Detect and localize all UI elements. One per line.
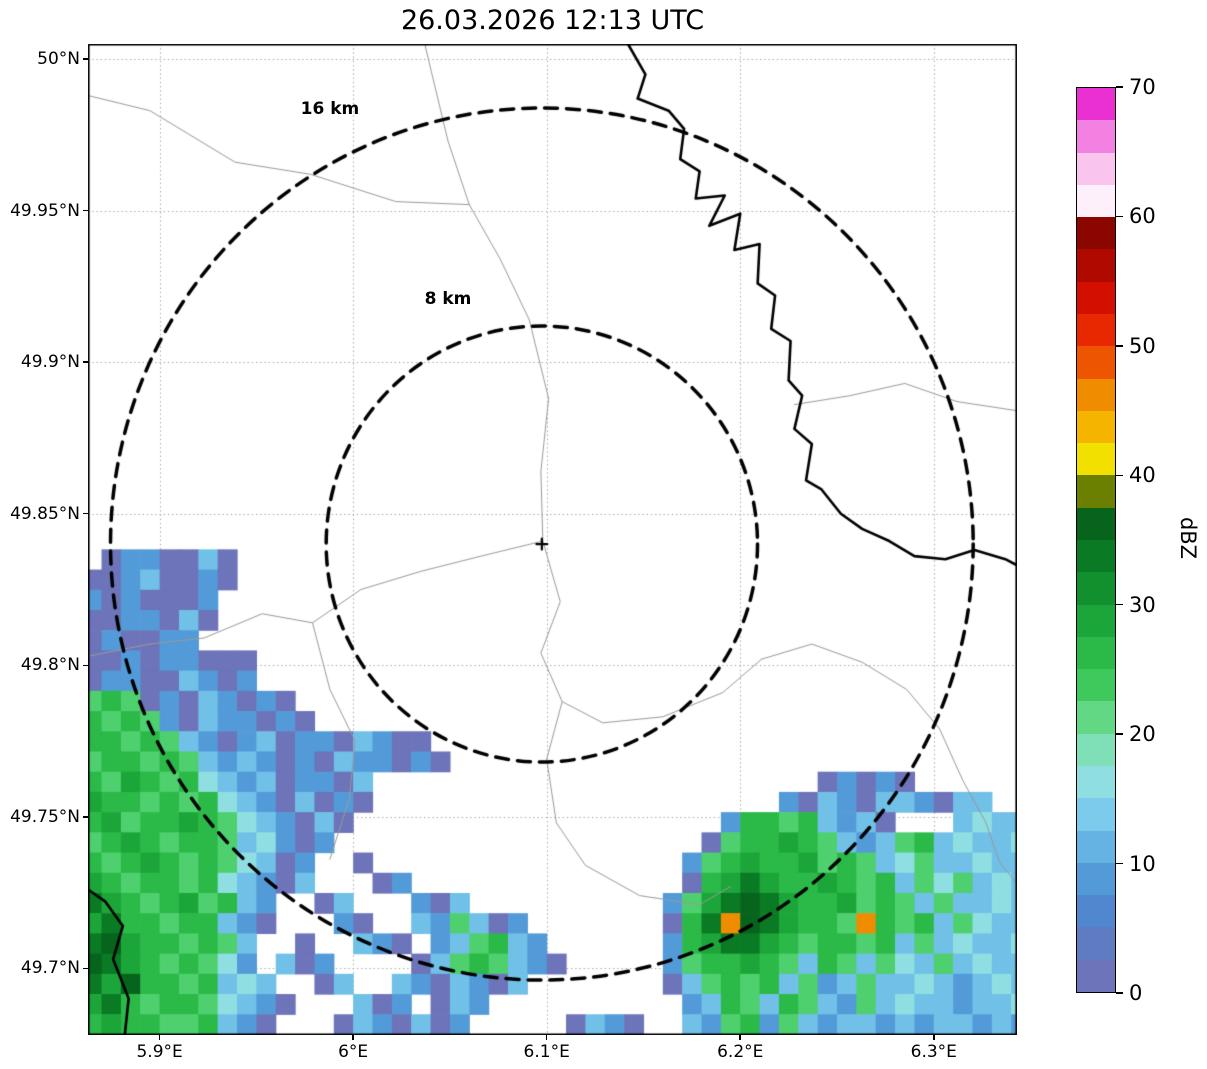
colorbar <box>1076 87 1116 993</box>
colorbar-segment <box>1077 345 1115 379</box>
colorbar-segment <box>1077 733 1115 766</box>
y-tick-label: 49.95°N <box>10 200 80 221</box>
y-tick-label: 49.85°N <box>10 503 80 524</box>
colorbar-tick-label: 20 <box>1129 722 1156 747</box>
colorbar-tick-mark <box>1116 603 1123 606</box>
colorbar-tick-label: 0 <box>1129 981 1143 1005</box>
y-tick-label: 49.8°N <box>20 655 80 676</box>
y-tick-mark <box>83 816 88 818</box>
colorbar-segment <box>1077 410 1115 444</box>
x-tick-label: 5.9°E <box>136 1042 183 1062</box>
y-tick-label: 49.9°N <box>20 352 80 373</box>
colorbar-segment <box>1077 216 1115 250</box>
colorbar-segment <box>1077 474 1115 508</box>
colorbar-tick-mark <box>1116 992 1123 994</box>
x-tick-label: 6.1°E <box>523 1042 570 1062</box>
colorbar-segment <box>1077 87 1115 121</box>
radar-map-canvas <box>88 44 1017 1035</box>
colorbar-segment <box>1077 281 1115 314</box>
colorbar-segment <box>1077 184 1115 218</box>
colorbar-segment <box>1077 313 1115 347</box>
colorbar-segment <box>1077 765 1115 799</box>
y-tick-label: 49.75°N <box>10 806 80 827</box>
x-tick-mark <box>158 1035 161 1040</box>
colorbar-tick-label: 40 <box>1129 463 1156 488</box>
colorbar-tick-label: 70 <box>1129 75 1156 99</box>
colorbar-segment <box>1077 248 1115 282</box>
x-tick-label: 6°E <box>338 1042 369 1062</box>
colorbar-tick-mark <box>1116 474 1123 477</box>
x-tick-label: 6.3°E <box>910 1042 957 1062</box>
x-tick-mark <box>352 1035 354 1040</box>
page-title: 26.03.2026 12:13 UTC <box>400 5 705 36</box>
colorbar-segment <box>1077 604 1115 637</box>
colorbar-segment <box>1077 830 1115 863</box>
colorbar-segment <box>1077 636 1115 670</box>
colorbar-segment <box>1077 926 1115 960</box>
x-tick-mark <box>545 1035 548 1040</box>
colorbar-tick-mark <box>1116 215 1123 218</box>
y-tick-label: 50°N <box>37 49 80 70</box>
colorbar-tick-mark <box>1116 733 1123 735</box>
colorbar-segment <box>1077 668 1115 702</box>
colorbar-segment <box>1077 571 1115 605</box>
colorbar-segment <box>1077 442 1115 476</box>
y-tick-mark <box>83 209 88 212</box>
colorbar-segment <box>1077 797 1115 831</box>
y-tick-mark <box>83 361 88 363</box>
x-tick-mark <box>739 1035 741 1040</box>
colorbar-tick-label: 10 <box>1129 851 1156 876</box>
range-ring-label: 16 km <box>300 99 360 120</box>
colorbar-segment <box>1077 862 1115 896</box>
colorbar-axis-label: dBZ <box>1176 516 1200 560</box>
y-tick-label: 49.7°N <box>20 958 80 979</box>
colorbar-tick-mark <box>1116 345 1123 347</box>
colorbar-segment <box>1077 894 1115 928</box>
colorbar-segment <box>1077 378 1115 411</box>
colorbar-tick-label: 60 <box>1129 204 1156 229</box>
colorbar-tick-label: 50 <box>1129 333 1156 358</box>
colorbar-tick-mark <box>1116 862 1123 865</box>
colorbar-tick-mark <box>1116 86 1123 88</box>
y-tick-mark <box>83 664 88 667</box>
y-tick-mark <box>83 512 88 515</box>
colorbar-segment <box>1077 959 1115 992</box>
colorbar-segment <box>1077 539 1115 573</box>
colorbar-segment <box>1077 700 1115 734</box>
y-tick-mark <box>83 967 88 970</box>
y-tick-mark <box>83 58 88 60</box>
x-tick-mark <box>933 1035 935 1040</box>
colorbar-tick-label: 30 <box>1129 592 1156 617</box>
colorbar-segment <box>1077 119 1115 153</box>
colorbar-segment <box>1077 152 1115 185</box>
x-tick-label: 6.2°E <box>717 1042 764 1062</box>
colorbar-segment <box>1077 507 1115 540</box>
range-ring-label: 8 km <box>424 288 472 309</box>
